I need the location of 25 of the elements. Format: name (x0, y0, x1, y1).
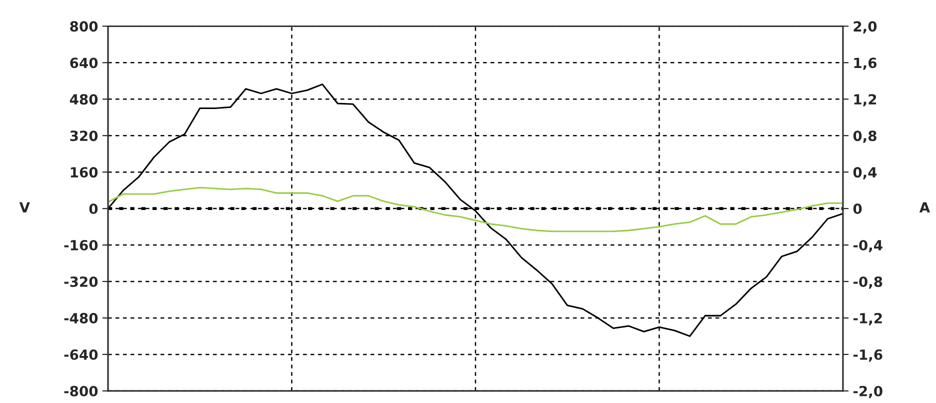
y-tick-label: 640 (70, 58, 98, 68)
y2-tick-label: -1,6 (853, 349, 882, 362)
y2-tick-label: 0,8 (853, 130, 876, 143)
line-series (108, 186, 843, 232)
y-tick-label: -320 (64, 276, 98, 287)
y-tick-label: 800 (70, 21, 98, 32)
y-axis-title: V (19, 202, 30, 212)
y-tick-label: -800 (64, 386, 98, 396)
y2-tick-label: -0,8 (853, 276, 882, 289)
y2-tick-label: 1,6 (854, 58, 877, 70)
y-tick-label: 160 (70, 167, 98, 178)
y-tick-label: 0 (89, 204, 98, 214)
y2-tick-label: 2,0 (854, 21, 877, 34)
y-tick-label: 480 (70, 94, 98, 105)
y2-tick-label: -0,4 (853, 240, 882, 252)
y-tick-label: 320 (70, 130, 98, 142)
y2-tick-label: -1,2 (853, 312, 882, 326)
y2-tick-label: 0,4 (853, 167, 877, 180)
y2-axis-title: A (919, 202, 930, 212)
y-tick-label: -640 (64, 349, 98, 360)
y2-tick-label: -2,0 (853, 386, 882, 398)
y2-tick-label: 0 (853, 204, 862, 214)
y-tick-label: -480 (64, 312, 98, 324)
y2-tick-label: 1,2 (854, 94, 876, 106)
y-tick-label: -160 (64, 240, 98, 250)
